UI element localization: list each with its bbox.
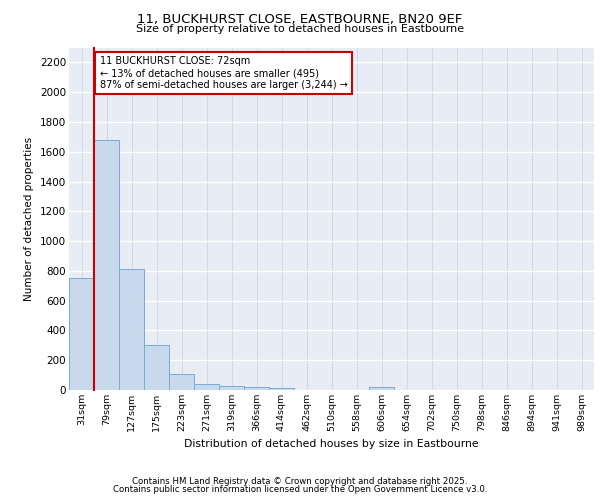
Bar [69,278,94,390]
Bar [94,140,119,390]
Bar [144,346,169,390]
Bar [119,270,144,390]
X-axis label: Distribution of detached houses by size in Eastbourne: Distribution of detached houses by size … [184,440,479,450]
Bar [169,374,194,390]
Bar [369,387,394,390]
Text: 11 BUCKHURST CLOSE: 72sqm
← 13% of detached houses are smaller (495)
87% of semi: 11 BUCKHURST CLOSE: 72sqm ← 13% of detac… [100,56,347,90]
Bar [194,384,219,390]
Y-axis label: Number of detached properties: Number of detached properties [25,136,34,301]
Bar [269,388,294,390]
Text: 11, BUCKHURST CLOSE, EASTBOURNE, BN20 9EF: 11, BUCKHURST CLOSE, EASTBOURNE, BN20 9E… [137,12,463,26]
Bar [244,387,269,390]
Text: Contains HM Land Registry data © Crown copyright and database right 2025.: Contains HM Land Registry data © Crown c… [132,477,468,486]
Text: Contains public sector information licensed under the Open Government Licence v3: Contains public sector information licen… [113,485,487,494]
Text: Size of property relative to detached houses in Eastbourne: Size of property relative to detached ho… [136,24,464,34]
Bar [219,386,244,390]
